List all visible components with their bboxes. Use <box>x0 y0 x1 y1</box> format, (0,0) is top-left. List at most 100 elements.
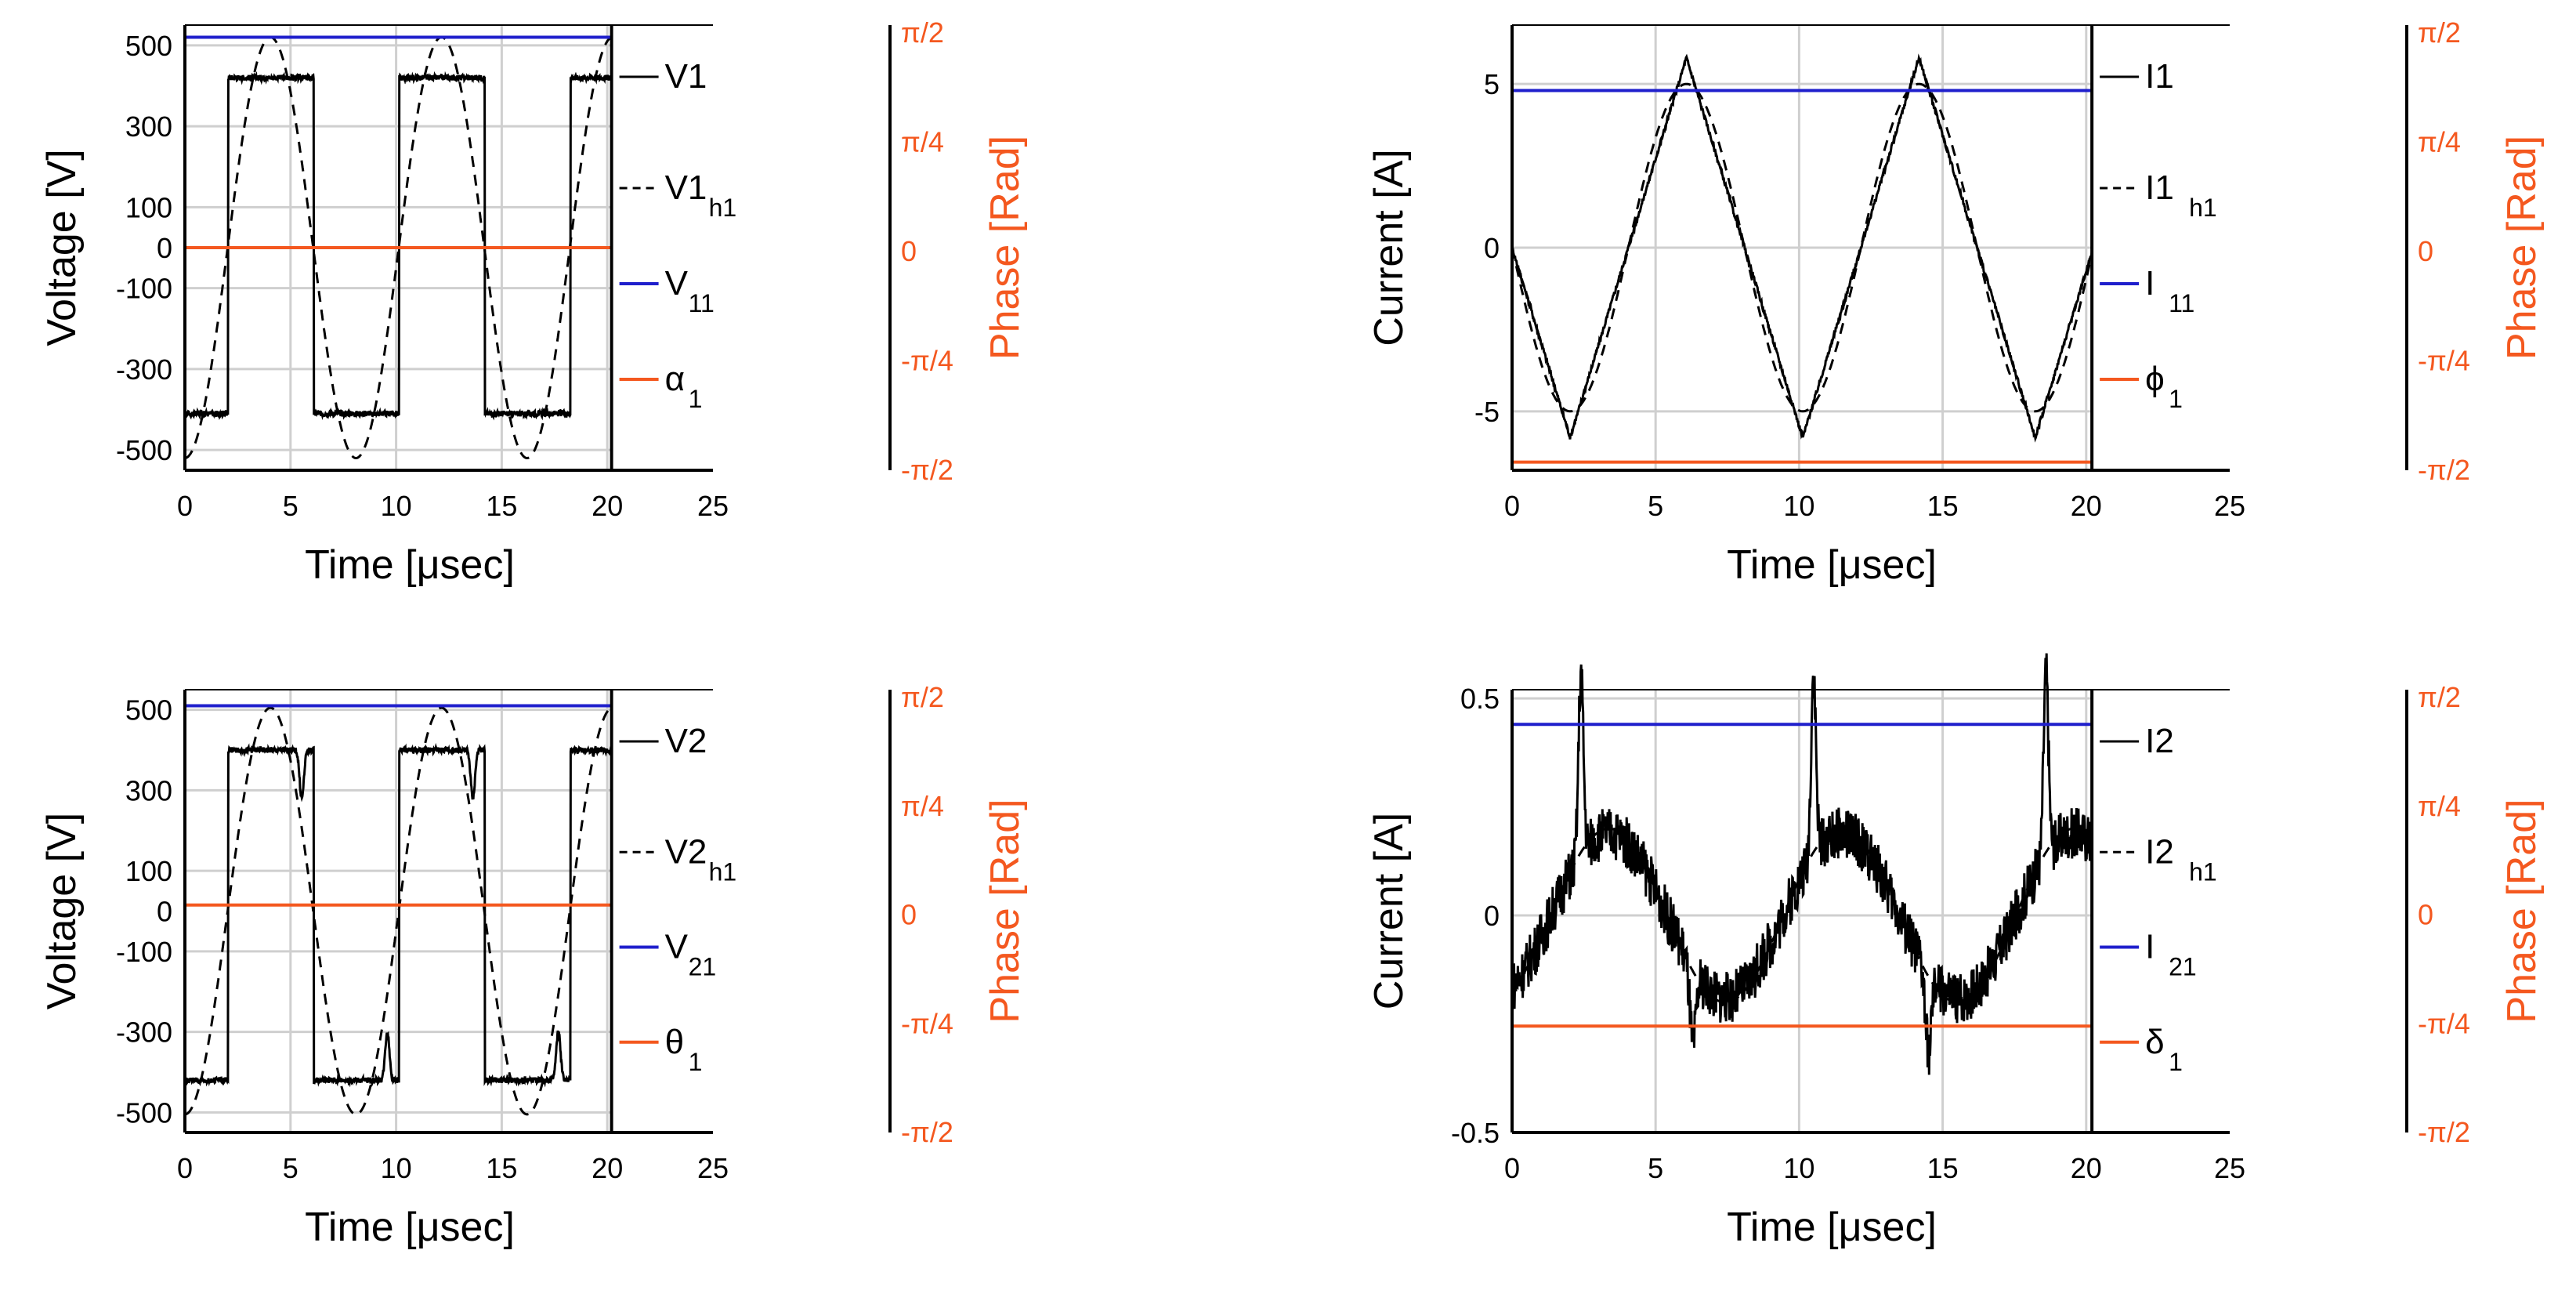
x-tick-label: 25 <box>697 490 729 522</box>
series-i1-h1 <box>1511 82 2093 413</box>
y-tick-label: 100 <box>125 855 172 887</box>
phase-tick-label: π/2 <box>2418 681 2461 713</box>
y-tick-label: 0 <box>1484 900 1500 932</box>
phase-tick-label: π/2 <box>901 16 944 49</box>
y-tick-label: -0.5 <box>1451 1117 1500 1149</box>
y-tick-label: -300 <box>116 1017 172 1049</box>
y-tick-label: 0 <box>1484 232 1500 264</box>
legend-subscript: h1 <box>2189 857 2217 886</box>
y-tick-label: 5 <box>1484 68 1500 100</box>
series-v1-h1 <box>185 36 613 459</box>
y-tick-label: 100 <box>125 191 172 223</box>
x-tick-label: 20 <box>592 490 623 522</box>
y-tick-label: 0 <box>157 232 172 264</box>
legend-subscript: 21 <box>689 953 717 981</box>
y-tick-label: -500 <box>116 1096 172 1129</box>
series-v2-h1 <box>185 706 613 1116</box>
x-tick-label: 10 <box>381 490 412 522</box>
legend-label: V1 <box>665 57 707 96</box>
phase-axis-label: Phase [Rad] <box>2499 136 2545 360</box>
grid <box>1512 690 2093 1134</box>
legend-subscript: 1 <box>2169 385 2183 413</box>
x-tick-label: 0 <box>1504 490 1520 522</box>
y-tick-label: -100 <box>116 936 172 968</box>
grid <box>1512 25 2093 470</box>
phase-axis-label: Phase [Rad] <box>982 799 1028 1023</box>
legend-subscript: 1 <box>689 1048 703 1076</box>
legend-label: I <box>2145 928 2155 966</box>
series-v1 <box>183 71 613 421</box>
y-tick-label: -500 <box>116 434 172 466</box>
y-axis-label: Voltage [V] <box>39 813 85 1010</box>
y-tick-label: 0.5 <box>1460 683 1500 715</box>
x-tick-label: 0 <box>177 1152 193 1184</box>
legend-label: α <box>665 360 685 398</box>
legend-label: V <box>665 928 689 966</box>
x-tick-label: 25 <box>2214 490 2245 522</box>
legend-label: V <box>665 264 689 303</box>
phase-tick-label: -π/4 <box>901 1007 953 1039</box>
legend-label: θ <box>665 1023 684 1061</box>
x-tick-label: 20 <box>2071 490 2102 522</box>
phase-tick-label: -π/2 <box>2418 1116 2470 1148</box>
series-v2 <box>184 742 613 1088</box>
legend-label: ϕ <box>2145 360 2165 398</box>
legend-subscript: 21 <box>2169 953 2197 981</box>
phase-tick-label: -π/2 <box>901 454 953 486</box>
x-tick-label: 5 <box>1648 1152 1663 1184</box>
x-tick-label: 15 <box>486 1152 517 1184</box>
series-i2-h1 <box>1511 827 2093 1004</box>
legend-subscript: h1 <box>709 857 737 886</box>
x-tick-label: 0 <box>1504 1152 1520 1184</box>
phase-tick-label: π/2 <box>2418 16 2461 49</box>
phase-tick-label: π/4 <box>2418 126 2461 158</box>
x-tick-label: 15 <box>1927 1152 1959 1184</box>
phase-tick-label: 0 <box>2418 899 2433 931</box>
x-tick-label: 10 <box>1783 490 1814 522</box>
legend-subscript: 1 <box>689 385 703 413</box>
phase-tick-label: 0 <box>901 899 917 931</box>
x-tick-label: 5 <box>283 490 298 522</box>
legend-subscript: 11 <box>689 289 715 317</box>
legend-label: V2 <box>665 832 707 871</box>
y-tick-label: 500 <box>125 30 172 62</box>
x-tick-label: 25 <box>2214 1152 2245 1184</box>
series-i2 <box>1511 653 2093 1075</box>
legend-label: I2 <box>2145 722 2174 760</box>
y-axis-label: Voltage [V] <box>39 149 85 346</box>
x-axis-label: Time [μsec] <box>305 542 515 588</box>
x-axis-label: Time [μsec] <box>1727 542 1937 588</box>
y-tick-label: 300 <box>125 774 172 806</box>
phase-tick-label: -π/4 <box>901 345 953 377</box>
y-tick-label: 500 <box>125 694 172 727</box>
x-tick-label: 0 <box>177 490 193 522</box>
y-tick-label: 300 <box>125 111 172 143</box>
x-tick-label: 10 <box>381 1152 412 1184</box>
phase-tick-label: 0 <box>901 235 917 267</box>
legend-label: V1 <box>665 169 707 207</box>
legend-subscript: h1 <box>2189 194 2217 222</box>
legend-subscript: h1 <box>709 194 737 222</box>
x-tick-label: 15 <box>1927 490 1959 522</box>
x-tick-label: 5 <box>283 1152 298 1184</box>
legend-label: V2 <box>665 722 707 760</box>
phase-tick-label: π/2 <box>901 681 944 713</box>
legend-label: I2 <box>2145 832 2174 871</box>
phase-axis-label: Phase [Rad] <box>2499 799 2545 1023</box>
x-tick-label: 20 <box>592 1152 623 1184</box>
series-i1 <box>1511 53 2093 443</box>
phase-tick-label: π/4 <box>901 126 944 158</box>
phase-axis-label: Phase [Rad] <box>982 136 1028 360</box>
x-tick-label: 10 <box>1783 1152 1814 1184</box>
x-tick-label: 20 <box>2071 1152 2102 1184</box>
legend-label: δ <box>2145 1023 2165 1061</box>
legend-subscript: 11 <box>2169 289 2194 317</box>
x-tick-label: 5 <box>1648 490 1663 522</box>
x-axis-label: Time [μsec] <box>305 1205 515 1250</box>
legend-label: I1 <box>2145 57 2174 96</box>
phase-tick-label: π/4 <box>2418 790 2461 822</box>
